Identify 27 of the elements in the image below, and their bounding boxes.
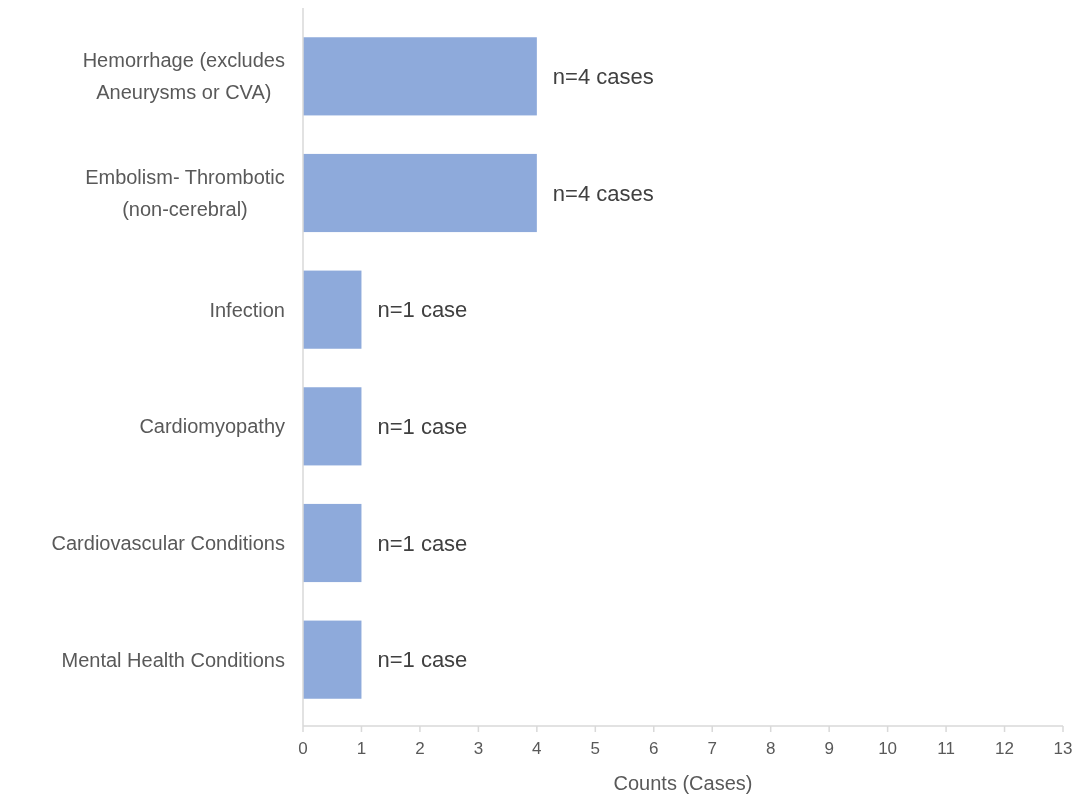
y-tick-label: Hemorrhage (excludes Aneurysms or CVA) <box>82 49 286 104</box>
data-label: n=4 cases <box>552 64 654 90</box>
x-tick-label: 12 <box>995 739 1014 758</box>
x-axis-title: Counts (Cases) <box>613 772 753 794</box>
data-label: n=1 case <box>377 297 468 323</box>
data-label: n=1 case <box>377 530 468 556</box>
y-tick-label: Cardiomyopathy <box>139 415 285 438</box>
x-tick-label: 3 <box>473 739 484 758</box>
data-label: n=1 case <box>377 414 468 440</box>
data-label: n=4 cases <box>552 180 654 206</box>
x-tick-label: 8 <box>765 739 776 758</box>
x-tick-label: 4 <box>532 739 542 758</box>
x-tick-label: 5 <box>590 739 601 758</box>
x-tick-label: 9 <box>824 739 834 758</box>
x-tick-label: 13 <box>1053 739 1073 758</box>
x-tick-label: 0 <box>298 739 308 758</box>
x-tick-label: 6 <box>649 739 659 758</box>
x-tick-label: 1 <box>356 739 367 758</box>
x-tick-label: 10 <box>878 739 898 758</box>
y-tick-label: Cardiovascular Conditions <box>51 532 285 554</box>
y-tick-label: Infection <box>209 298 285 321</box>
y-tick-label: Embolism- Thrombotic (non-cerebral) <box>85 166 285 220</box>
y-tick-label: Mental Health Conditions <box>61 648 286 671</box>
data-label: n=1 case <box>377 647 468 673</box>
x-tick-label: 2 <box>415 739 425 758</box>
x-tick-label: 7 <box>707 739 717 758</box>
x-tick-label: 11 <box>937 739 955 758</box>
